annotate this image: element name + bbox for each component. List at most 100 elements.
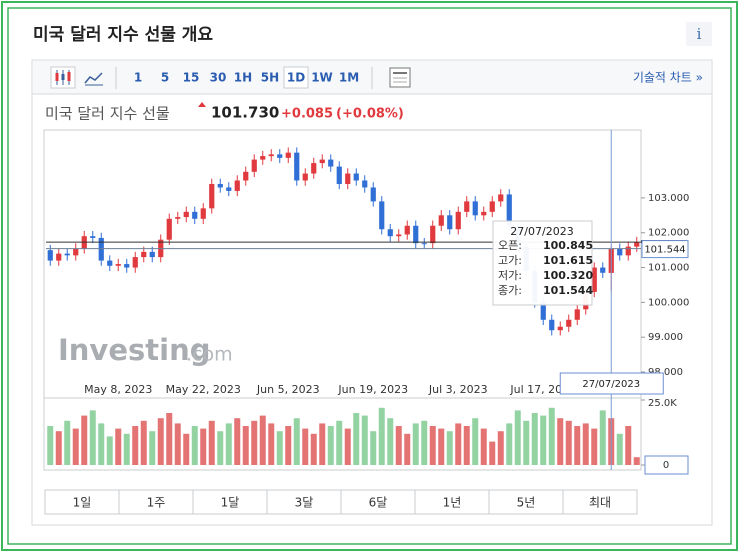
- line-icon[interactable]: [84, 72, 103, 84]
- candle-body: [285, 152, 291, 158]
- tooltip-value: 101.544: [543, 284, 593, 297]
- volume-bar: [387, 418, 394, 465]
- volume-bar: [319, 423, 326, 465]
- candle-body: [319, 159, 325, 164]
- info-icon[interactable]: i: [697, 25, 702, 43]
- volume-bar: [336, 420, 343, 465]
- candle-body: [430, 225, 436, 244]
- volume-bar: [191, 426, 198, 465]
- range-button[interactable]: 최대: [589, 496, 611, 510]
- candle-body: [617, 248, 623, 256]
- tooltip-label: 저가:: [498, 269, 522, 282]
- range-button[interactable]: 1주: [147, 496, 166, 510]
- range-button[interactable]: 5년: [517, 496, 536, 510]
- candle-body: [115, 264, 121, 266]
- candle-body: [421, 243, 427, 245]
- candle-body: [379, 201, 385, 230]
- symbol-name: 미국 달러 지수 선물: [45, 105, 170, 123]
- volume-bar: [293, 418, 300, 465]
- candle-body: [294, 152, 300, 181]
- candle-body: [413, 225, 419, 244]
- candle-body: [64, 253, 70, 256]
- interval-button[interactable]: 1H: [234, 71, 252, 85]
- volume-bar: [344, 428, 351, 465]
- y-tick-label: 103.000: [648, 193, 689, 204]
- candle-body: [166, 218, 172, 240]
- candle-body: [132, 257, 138, 268]
- volume-bar: [404, 433, 411, 465]
- volume-bar: [540, 415, 547, 465]
- range-button[interactable]: 1일: [73, 496, 92, 510]
- candle-body: [472, 201, 478, 216]
- volume-bar: [149, 431, 156, 465]
- tooltip-value: 101.615: [543, 254, 593, 267]
- range-button[interactable]: 1년: [443, 496, 462, 510]
- candle-body: [268, 154, 274, 157]
- candle-body: [328, 159, 334, 167]
- range-button[interactable]: 6달: [369, 496, 388, 510]
- range-button[interactable]: 3달: [295, 496, 314, 510]
- volume-bar: [616, 433, 623, 465]
- candle-body: [498, 194, 504, 202]
- volume-bar: [378, 407, 385, 465]
- price-change-pct: (+0.08%): [336, 107, 404, 122]
- volume-bar: [251, 420, 258, 465]
- interval-button[interactable]: 1M: [339, 71, 359, 85]
- candle-body: [481, 211, 487, 216]
- volume-bar: [395, 426, 402, 465]
- volume-bar: [514, 410, 521, 465]
- tooltip-value: 100.320: [543, 269, 593, 282]
- volume-bar: [531, 413, 538, 465]
- volume-bar: [285, 426, 292, 465]
- y-tick-label: 98.000: [648, 367, 683, 378]
- interval-button[interactable]: 1W: [311, 71, 333, 85]
- volume-bar: [115, 428, 122, 465]
- range-button[interactable]: 1달: [221, 496, 240, 510]
- volume-bar: [132, 426, 139, 465]
- candle-body: [489, 201, 495, 212]
- candle-body: [370, 187, 376, 202]
- interval-button[interactable]: 15: [183, 71, 200, 85]
- tooltip-value: 100.845: [543, 239, 593, 252]
- volume-bar: [234, 418, 241, 465]
- candle-body: [183, 211, 189, 218]
- interval-button[interactable]: 5: [161, 71, 169, 85]
- interval-button[interactable]: 1: [134, 71, 142, 85]
- volume-bar: [633, 457, 640, 465]
- candle-body: [387, 229, 393, 237]
- volume-tick-label: 0: [663, 460, 669, 471]
- volume-bar: [582, 423, 589, 465]
- volume-bar: [55, 431, 62, 465]
- candle-icon: [55, 70, 71, 85]
- candle-body: [234, 180, 240, 191]
- active-interval-box[interactable]: [283, 66, 309, 89]
- inner-border: [7, 7, 732, 545]
- volume-bar: [217, 431, 224, 465]
- candle-body: [566, 319, 572, 327]
- volume-bar: [455, 423, 462, 465]
- info-button[interactable]: [686, 22, 712, 46]
- widget-frame: [31, 59, 713, 526]
- tooltip-date: 27/07/2023: [510, 225, 573, 238]
- x-tick-label: May 8, 2023: [84, 383, 152, 396]
- tech-chart-link[interactable]: 기술적 차트 »: [633, 71, 703, 85]
- y-tick-label: 102.000: [648, 228, 689, 239]
- last-price: 101.730: [211, 104, 279, 122]
- interval-button[interactable]: 1D: [287, 71, 305, 85]
- candle-body: [243, 171, 249, 181]
- volume-bar: [72, 428, 79, 465]
- crosshair-date: 27/07/2023: [582, 379, 640, 390]
- volume-bar: [123, 433, 130, 465]
- volume-bar: [370, 431, 377, 465]
- candle-body: [336, 166, 342, 184]
- interval-button[interactable]: 5H: [261, 71, 279, 85]
- candle-body: [591, 267, 597, 292]
- interval-button[interactable]: 30: [210, 71, 227, 85]
- candle-body: [47, 250, 53, 261]
- volume-bar: [166, 413, 173, 465]
- volume-bar: [565, 420, 572, 465]
- volume-bar: [421, 420, 428, 465]
- candle-body: [277, 154, 283, 158]
- crosshair-date-box: [559, 372, 664, 395]
